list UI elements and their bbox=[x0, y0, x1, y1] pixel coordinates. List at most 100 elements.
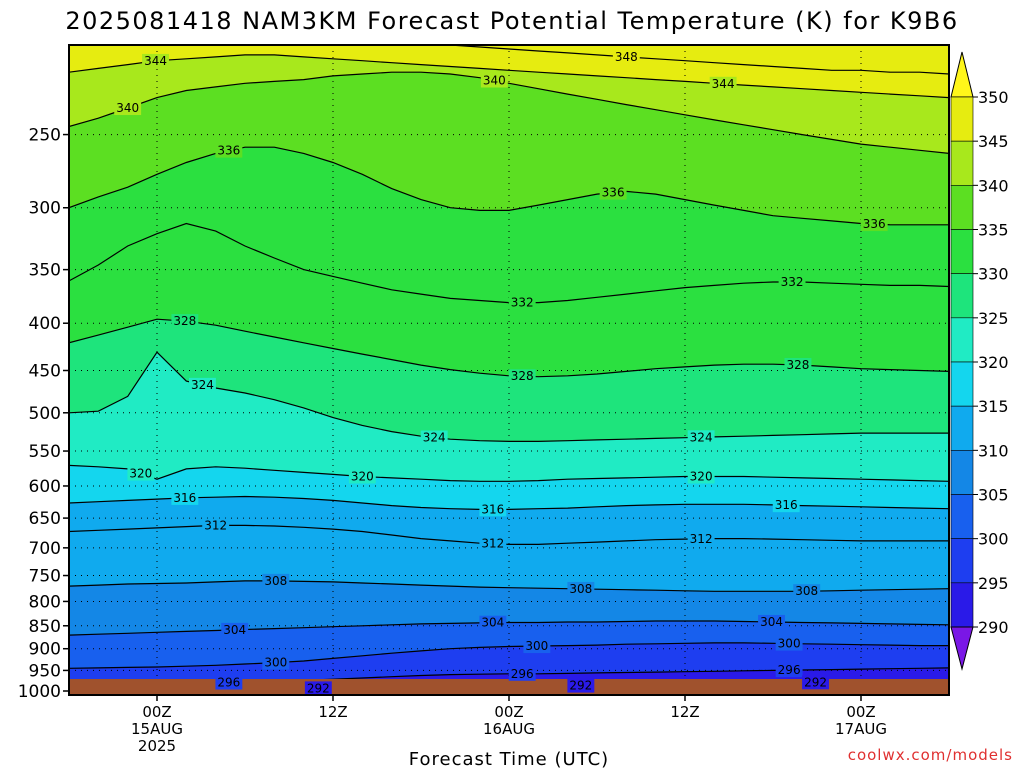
colorbar-segment bbox=[950, 229, 974, 274]
fill-band-328 bbox=[69, 223, 949, 377]
contour-label-300: 300 bbox=[778, 637, 801, 651]
ground-surface bbox=[69, 679, 949, 695]
contour-label-296: 296 bbox=[217, 676, 240, 690]
contour-label-bg bbox=[262, 573, 290, 588]
contour-label-304: 304 bbox=[760, 615, 783, 629]
contour-label-296: 296 bbox=[511, 667, 534, 681]
contour-label-bg bbox=[802, 675, 829, 690]
contour-label-bg bbox=[793, 584, 821, 599]
contour-label-304: 304 bbox=[481, 616, 504, 630]
credit-text: coolwx.com/models bbox=[848, 746, 1013, 764]
contour-label-bg bbox=[508, 295, 536, 310]
isentrope-320 bbox=[69, 464, 949, 482]
contour-label-312: 312 bbox=[481, 537, 504, 551]
contour-label-bg bbox=[687, 430, 715, 445]
fill-band-304 bbox=[69, 580, 949, 636]
colorbar-tick-label: 305 bbox=[978, 486, 1009, 505]
colorbar-top-arrow bbox=[950, 51, 974, 98]
contour-label-bg bbox=[189, 377, 216, 392]
contour-label-308: 308 bbox=[569, 582, 592, 596]
x-axis-label: Forecast Time (UTC) bbox=[409, 749, 609, 768]
contour-label-320: 320 bbox=[690, 469, 713, 483]
contour-label-bg bbox=[687, 469, 715, 484]
contour-label-bg bbox=[567, 581, 595, 596]
contour-label-bg bbox=[479, 615, 507, 630]
x-tick-label: 17AUG bbox=[835, 720, 887, 738]
colorbar-segment bbox=[950, 450, 974, 495]
contour-label-bg bbox=[599, 185, 627, 200]
y-tick-label: 250 bbox=[29, 126, 61, 146]
y-tick-label: 550 bbox=[29, 442, 61, 462]
y-tick-label: 650 bbox=[29, 509, 61, 529]
contour-label-328: 328 bbox=[173, 314, 196, 328]
contour-label-304: 304 bbox=[223, 623, 246, 637]
contour-label-336: 336 bbox=[602, 186, 625, 200]
isentrope-348 bbox=[441, 45, 949, 75]
y-tick-label: 900 bbox=[29, 640, 61, 660]
y-tick-label: 600 bbox=[29, 477, 61, 497]
colorbar-segment bbox=[950, 361, 974, 407]
y-tick-label: 500 bbox=[29, 404, 61, 424]
isentrope-316 bbox=[69, 495, 949, 510]
colorbar-segment bbox=[950, 582, 974, 628]
contour-label-bg bbox=[171, 314, 199, 329]
contour-label-348: 348 bbox=[615, 50, 638, 64]
contour-label-bg bbox=[784, 357, 812, 372]
colorbar-segment bbox=[950, 494, 974, 539]
contour-label-bg bbox=[687, 531, 715, 546]
y-tick-label: 800 bbox=[29, 592, 61, 612]
contour-label-328: 328 bbox=[786, 358, 809, 372]
colorbar-tick-label: 300 bbox=[978, 530, 1009, 549]
contour-label-bg bbox=[508, 369, 536, 384]
x-tick-label: 12Z bbox=[318, 703, 347, 721]
colorbar-tick-label: 350 bbox=[978, 88, 1009, 107]
contour-label-312: 312 bbox=[690, 532, 713, 546]
fill-band-336 bbox=[69, 72, 949, 225]
fill-band-312 bbox=[69, 496, 949, 545]
colorbar-tick-label: 325 bbox=[978, 309, 1009, 328]
y-tick-label: 950 bbox=[29, 661, 61, 681]
isentrope-344 bbox=[69, 54, 949, 99]
colorbar-tick-label: 295 bbox=[978, 574, 1009, 593]
y-tick-label: 350 bbox=[29, 261, 61, 281]
fill-band-344 bbox=[69, 45, 949, 98]
contour-label-bg bbox=[775, 636, 803, 651]
contour-label-bg bbox=[567, 678, 595, 693]
contour-label-bg bbox=[171, 490, 199, 505]
colorbar-segment bbox=[950, 317, 974, 363]
contour-label-bg bbox=[860, 217, 888, 232]
colorbar-bottom-arrow bbox=[950, 626, 974, 671]
contour-label-bg bbox=[420, 430, 448, 445]
contour-label-bg bbox=[772, 498, 800, 513]
colorbar-tick-label: 345 bbox=[978, 132, 1009, 151]
contour-label-320: 320 bbox=[351, 469, 374, 483]
contour-label-292: 292 bbox=[804, 675, 827, 689]
contour-label-292: 292 bbox=[569, 679, 592, 693]
colorbar-segment bbox=[950, 185, 974, 230]
colorbar-segment bbox=[950, 140, 974, 186]
x-tick-label: 16AUG bbox=[483, 720, 535, 738]
colorbar-tick-label: 340 bbox=[978, 176, 1009, 195]
fill-band-320 bbox=[69, 352, 949, 482]
contour-label-328: 328 bbox=[511, 369, 534, 383]
colorbar-tick-label: 320 bbox=[978, 353, 1009, 372]
contour-label-bg bbox=[479, 536, 507, 551]
contour-label-bg bbox=[142, 53, 169, 68]
contour-label-bg bbox=[215, 143, 243, 158]
y-axis: 250 300 350 400 450 500 550 600 650 700 750 800 850 9… bbox=[18, 126, 69, 702]
contour-label-308: 308 bbox=[795, 584, 818, 598]
contour-label-316: 316 bbox=[173, 491, 196, 505]
contour-label-316: 316 bbox=[481, 502, 504, 516]
contour-label-320: 320 bbox=[129, 467, 152, 481]
fill-band-348 bbox=[69, 45, 949, 74]
y-tick-label: 400 bbox=[29, 314, 61, 334]
colorbar-tick-label: 315 bbox=[978, 397, 1009, 416]
colorbar-tick-label: 310 bbox=[978, 441, 1009, 460]
contour-label-bg bbox=[114, 101, 142, 116]
colorbar-segment bbox=[950, 538, 974, 584]
contour-label-292: 292 bbox=[307, 681, 330, 695]
contour-label-bg bbox=[348, 469, 376, 484]
